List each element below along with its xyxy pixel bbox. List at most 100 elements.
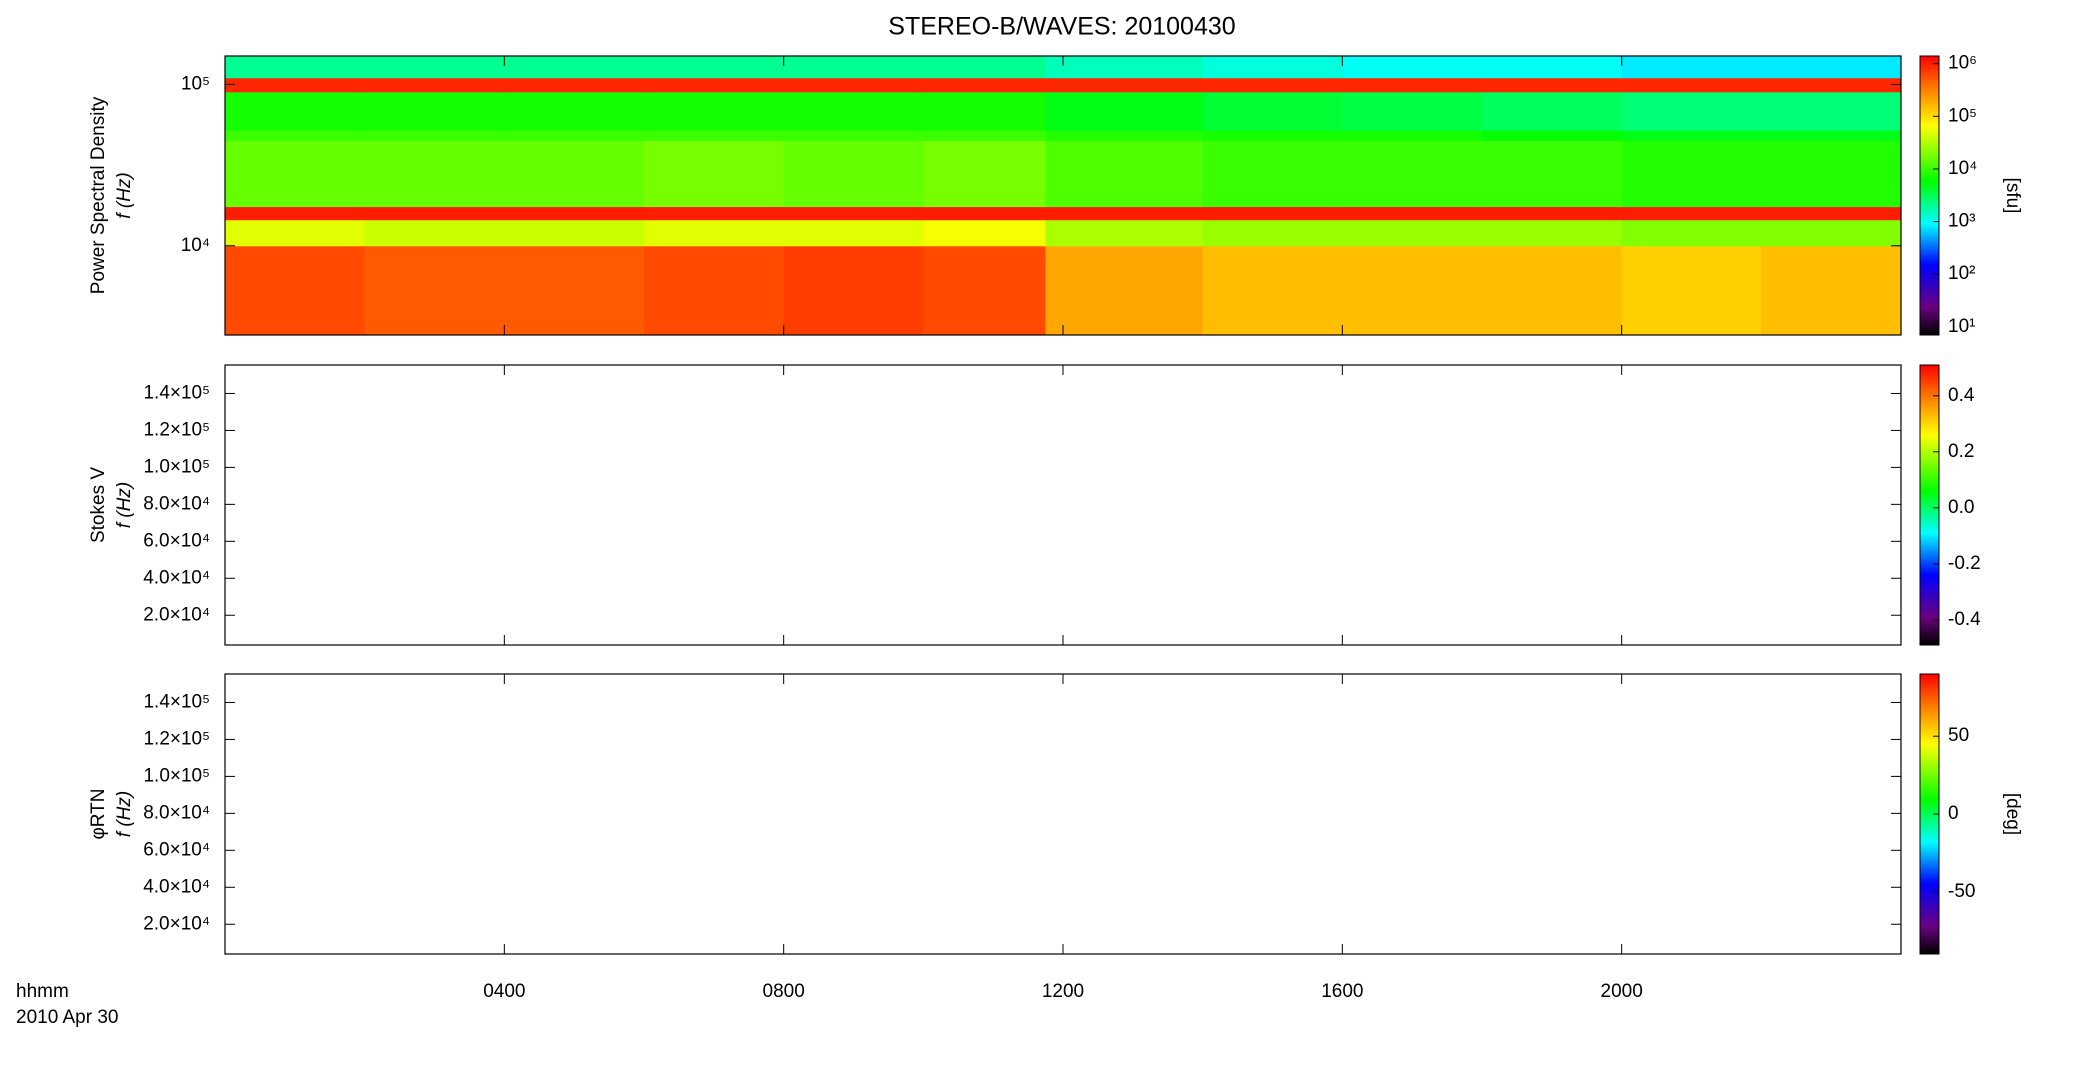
y-tick-label: 10⁵ <box>181 73 210 94</box>
heatmap-cell <box>644 56 785 79</box>
heatmap-cell <box>1202 91 1343 131</box>
y-axis-label: f (Hz) <box>114 791 135 837</box>
heatmap-cell <box>644 206 785 221</box>
heatmap-cell <box>364 91 505 131</box>
heatmap-cell <box>1045 245 1204 336</box>
heatmap-cell <box>1342 56 1483 79</box>
heatmap-cell <box>1621 219 1762 247</box>
heatmap-cell <box>1202 140 1343 208</box>
heatmap-cell <box>923 245 1047 336</box>
y-axis-label: Stokes V <box>88 467 109 543</box>
heatmap-cell <box>923 130 1047 141</box>
heatmap-cell <box>644 91 785 131</box>
heatmap-cell <box>504 245 645 336</box>
heatmap-cell <box>1621 245 1762 336</box>
heatmap-cell <box>1342 245 1483 336</box>
heatmap-cell <box>1342 140 1483 208</box>
heatmap-cell <box>1202 206 1343 221</box>
y-tick-label: 10⁴ <box>181 235 210 256</box>
heatmap-cell <box>644 245 785 336</box>
y-tick-label: 1.2×10⁵ <box>143 419 210 440</box>
heatmap-cell <box>504 130 645 141</box>
heatmap-cell <box>783 140 924 208</box>
heatmap-cell <box>1482 77 1623 93</box>
heatmap-cell <box>364 56 505 79</box>
heatmap-cell <box>1761 219 1902 247</box>
heatmap-cell <box>364 219 505 247</box>
x-tick-label: 0800 <box>763 981 805 1002</box>
heatmap-cell <box>504 219 645 247</box>
heatmap-cell <box>783 206 924 221</box>
heatmap-cell <box>225 206 366 221</box>
colorbar-label: [deg] <box>2002 793 2023 835</box>
heatmap-cell <box>1621 77 1762 93</box>
heatmap-cell <box>1342 206 1483 221</box>
heatmap-cell <box>1482 56 1623 79</box>
heatmap-cell <box>225 56 366 79</box>
y-tick-label: 6.0×10⁴ <box>143 530 210 551</box>
heatmap-cell <box>783 245 924 336</box>
heatmap-cell <box>1202 130 1343 141</box>
heatmap-cell <box>783 219 924 247</box>
heatmap-cell <box>1621 140 1762 208</box>
colorbar-tick-label: 0.4 <box>1948 385 1975 406</box>
heatmap-cell <box>1482 245 1623 336</box>
heatmap-cell <box>923 140 1047 208</box>
y-tick-label: 1.0×10⁵ <box>143 456 210 477</box>
y-tick-label: 1.4×10⁵ <box>143 691 210 712</box>
heatmap-cell <box>1761 77 1902 93</box>
heatmap-cell <box>1482 91 1623 131</box>
heatmap-cell <box>1761 140 1902 208</box>
heatmap-cell <box>644 130 785 141</box>
colorbar-tick-label: 0.0 <box>1948 497 1974 518</box>
heatmap-cell <box>1045 130 1204 141</box>
colorbar-tick-label: 10² <box>1948 263 1975 284</box>
y-axis-label: Power Spectral Density <box>88 96 109 294</box>
heatmap-cell <box>504 77 645 93</box>
heatmap-cell <box>1202 245 1343 336</box>
heatmap-cell <box>1761 245 1902 336</box>
heatmap-cell <box>1045 206 1204 221</box>
heatmap-cell <box>225 77 366 93</box>
heatmap-cell <box>364 77 505 93</box>
heatmap-cell <box>783 130 924 141</box>
heatmap-cell <box>364 245 505 336</box>
heatmap-cell <box>1045 140 1204 208</box>
heatmap-cell <box>1761 130 1902 141</box>
heatmap-cell <box>1621 206 1762 221</box>
colorbar-tick-label: 0.2 <box>1948 441 1974 462</box>
colorbar <box>1919 364 1940 646</box>
colorbar-label: [sfu] <box>2002 178 2023 214</box>
heatmap-cell <box>1621 130 1762 141</box>
heatmap-cell <box>1202 77 1343 93</box>
heatmap-cell <box>783 77 924 93</box>
heatmap-cell <box>923 56 1047 79</box>
heatmap-cell <box>1342 219 1483 247</box>
heatmap-cell <box>783 56 924 79</box>
heatmap-cell <box>225 130 366 141</box>
heatmap-cell <box>1482 219 1623 247</box>
heatmap-cell <box>1482 206 1623 221</box>
colorbar-tick-label: 10³ <box>1948 211 1975 232</box>
x-tick-label: 1200 <box>1042 981 1084 1002</box>
chart-title: STEREO-B/WAVES: 20100430 <box>888 13 1235 41</box>
heatmap-cell <box>923 77 1047 93</box>
heatmap-cell <box>1761 56 1902 79</box>
x-tick-label: 2000 <box>1601 981 1643 1002</box>
x-tick-label: 0400 <box>483 981 525 1002</box>
colorbar-tick-label: -0.2 <box>1948 553 1981 574</box>
y-axis-label: φRTN <box>88 788 109 839</box>
heatmap-cell <box>1342 130 1483 141</box>
heatmap-cell <box>1761 206 1902 221</box>
heatmap-cell <box>364 130 505 141</box>
x-tick-label: 1600 <box>1321 981 1363 1002</box>
y-tick-label: 1.2×10⁵ <box>143 728 210 749</box>
colorbar-tick-label: 10¹ <box>1948 316 1975 337</box>
y-tick-label: 1.4×10⁵ <box>143 382 210 403</box>
heatmap-cell <box>225 91 366 131</box>
x-axis-label: hhmm <box>16 981 69 1002</box>
heatmap-cell <box>1045 56 1204 79</box>
heatmap-cell <box>504 56 645 79</box>
heatmap-cell <box>1621 91 1762 131</box>
